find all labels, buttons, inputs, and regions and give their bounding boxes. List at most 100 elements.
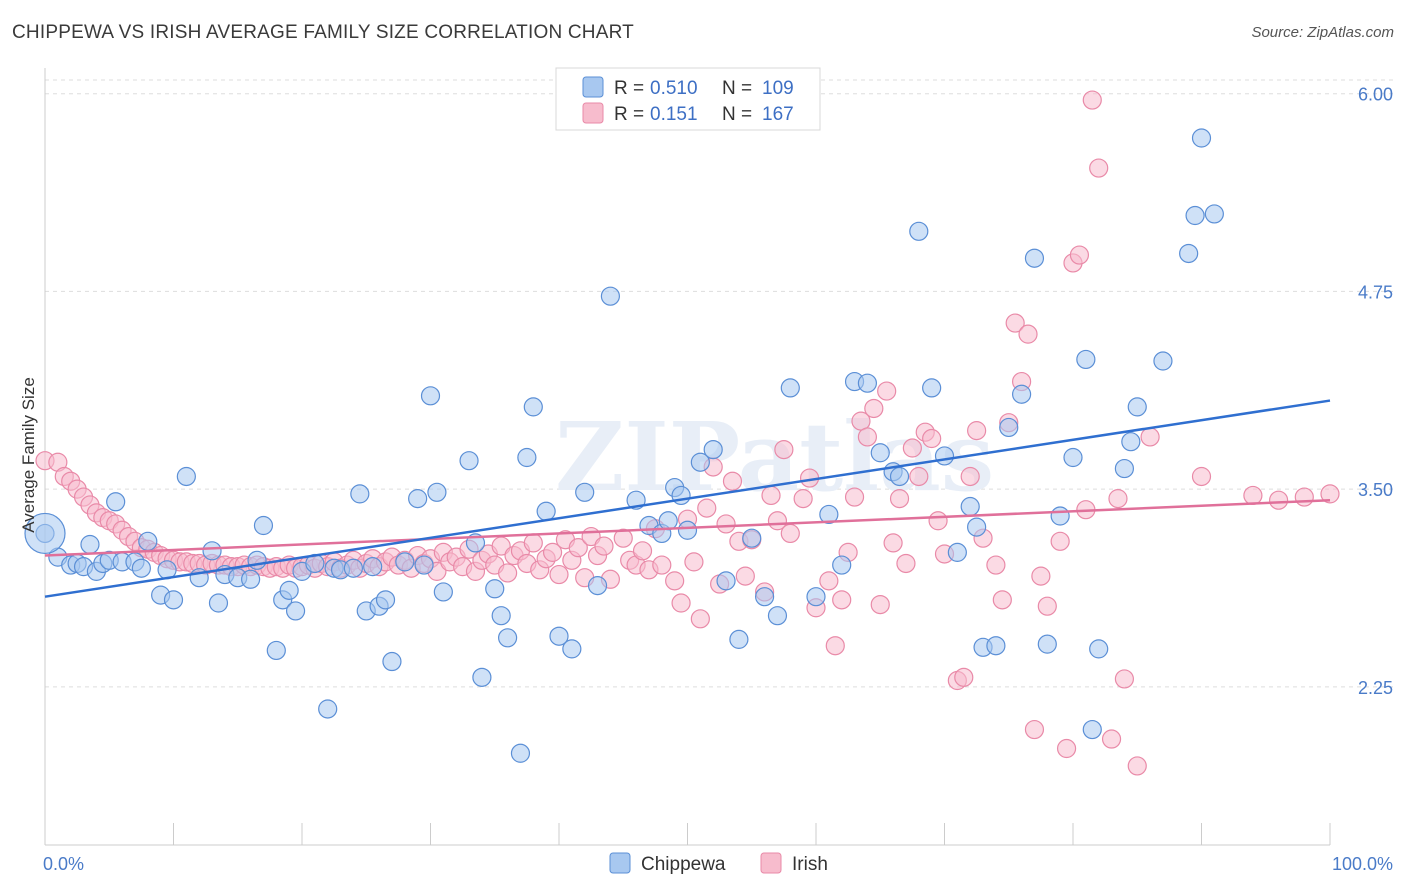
chippewa-point-17	[176, 466, 196, 487]
chippewa-point-100	[1076, 349, 1096, 370]
irish-point-96	[671, 593, 691, 613]
chippewa-point-97	[1037, 634, 1057, 654]
chippewa-point-35	[343, 558, 363, 578]
legend-box: R = 0.510 N = 109 R = 0.151 N = 167	[555, 67, 821, 131]
bottom-legend-swatch-chippewa	[609, 852, 631, 874]
irish-point-117	[825, 636, 845, 656]
chippewa-point-88	[934, 446, 955, 466]
chippewa-point-79	[819, 504, 839, 525]
chippewa-point-19	[202, 541, 222, 561]
irish-point-109	[761, 485, 781, 506]
chippewa-point-99	[1063, 447, 1083, 468]
chippewa-point-73	[729, 629, 749, 649]
chippewa-point-76	[767, 606, 788, 626]
trend-lines	[44, 399, 1331, 598]
chippewa-point-57	[536, 501, 556, 521]
irish-point-91	[632, 541, 653, 561]
chippewa-point-45	[420, 386, 441, 406]
irish-point-130	[909, 466, 929, 487]
chippewa-point-44	[414, 555, 434, 575]
irish-point-146	[1024, 719, 1045, 740]
chippewa-point-91	[967, 517, 987, 537]
irish-point-149	[1050, 531, 1070, 551]
y-tick-label-1: 3.50	[1358, 480, 1393, 500]
chippewa-point-26	[266, 640, 286, 661]
chippewa-point-86	[909, 221, 929, 241]
bottom-legend: Chippewa Irish	[609, 852, 828, 875]
irish-point-125	[877, 381, 897, 401]
chippewa-point-56	[523, 397, 543, 417]
chippewa-point-74	[742, 528, 762, 548]
chippewa-point-69	[677, 520, 698, 540]
irish-point-122	[857, 427, 878, 447]
chippewa-point-25	[253, 515, 274, 536]
legend-swatch-irish	[582, 102, 604, 124]
chippewa-points	[24, 128, 1224, 763]
chippewa-point-78	[806, 587, 826, 607]
legend-n-value-chippewa: 109	[762, 78, 794, 99]
chippewa-point-28	[279, 580, 299, 600]
irish-point-161	[1191, 466, 1212, 487]
legend-r-label-chippewa: R =	[614, 78, 644, 99]
chippewa-point-106	[1153, 351, 1173, 371]
chippewa-point-55	[517, 447, 537, 468]
chippewa-point-36	[350, 484, 370, 504]
irish-point-118	[832, 590, 852, 610]
chippewa-point-50	[472, 667, 492, 687]
chippewa-point-75	[754, 587, 775, 607]
chippewa-point-66	[658, 511, 678, 531]
irish-point-154	[1082, 90, 1102, 110]
irish-point-75	[523, 533, 543, 553]
bottom-legend-label-irish: Irish	[792, 854, 828, 875]
irish-point-147	[1031, 566, 1051, 586]
chippewa-point-48	[459, 451, 479, 471]
irish-point-113	[793, 489, 813, 509]
chippewa-point-16	[163, 590, 184, 610]
irish-point-137	[960, 466, 980, 487]
chippewa-point-51	[485, 579, 505, 599]
irish-point-124	[870, 594, 890, 615]
irish-point-140	[986, 555, 1006, 575]
irish-point-79	[549, 564, 569, 585]
irish-point-150	[1056, 738, 1077, 759]
chippewa-point-105	[1127, 397, 1147, 417]
x-tick-label-0: 0.0%	[43, 854, 84, 874]
irish-point-116	[819, 571, 839, 591]
bottom-legend-swatch-irish	[760, 852, 782, 874]
irish-point-132	[922, 428, 942, 449]
irish-point-86	[594, 536, 614, 556]
chippewa-point-90	[960, 496, 980, 517]
chippewa-point-108	[1185, 205, 1205, 226]
chippewa-point-20	[208, 593, 229, 613]
irish-point-123	[864, 398, 884, 419]
irish-point-98	[684, 552, 704, 572]
chippewa-point-98	[1050, 506, 1070, 526]
chippewa-point-83	[870, 443, 890, 463]
chippewa-point-5	[80, 534, 100, 555]
chippewa-point-13	[138, 531, 158, 551]
irish-point-104	[722, 471, 743, 491]
irish-point-158	[1114, 669, 1135, 689]
irish-point-145	[1018, 324, 1038, 344]
legend-n-label-chippewa: N =	[722, 78, 752, 99]
irish-point-160	[1140, 427, 1160, 447]
irish-point-156	[1101, 729, 1122, 749]
irish-point-138	[967, 421, 987, 441]
irish-point-120	[844, 487, 865, 507]
chippewa-point-59	[562, 639, 582, 659]
irish-point-133	[928, 511, 948, 531]
chippewa-trend-line	[44, 399, 1331, 598]
chippewa-point-24	[247, 550, 267, 570]
irish-point-95	[665, 571, 685, 591]
irish-point-152	[1069, 245, 1090, 265]
chippewa-point-89	[947, 542, 967, 562]
irish-point-111	[774, 439, 794, 460]
chart-title: CHIPPEWA VS IRISH AVERAGE FAMILY SIZE CO…	[12, 22, 634, 43]
x-tick-label-1: 100.0%	[1332, 854, 1393, 874]
source-label: Source: ZipAtlas.com	[1251, 24, 1394, 41]
chippewa-point-82	[857, 373, 878, 393]
chippewa-point-47	[433, 582, 453, 602]
y-tick-label-0: 2.25	[1358, 678, 1393, 698]
legend-r-label-irish: R =	[614, 104, 644, 125]
chippewa-point-large	[24, 512, 66, 555]
